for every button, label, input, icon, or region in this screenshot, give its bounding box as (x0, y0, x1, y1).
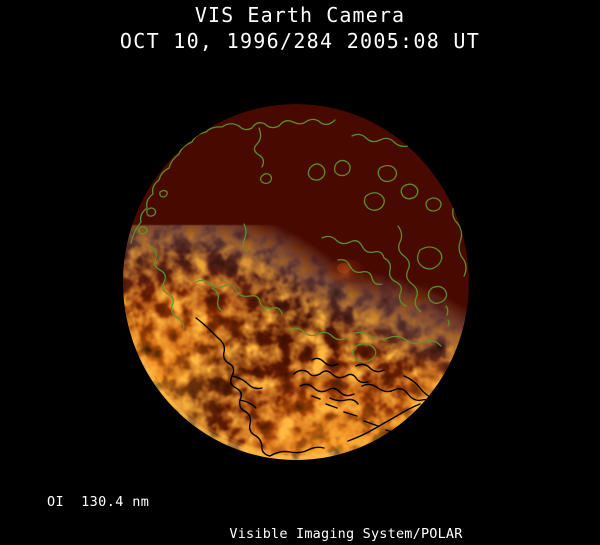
aurora-patch (326, 259, 366, 285)
image-timestamp: OCT 10, 1996/284 2005:08 UT (119, 29, 481, 53)
wavelength-label: OI 130.4 nm (47, 494, 150, 510)
dayglow-crescent (123, 225, 469, 460)
coastlines-night (130, 118, 467, 363)
credit-line-1: Visible Imaging System/POLAR (229, 526, 463, 542)
image-title: VIS Earth Camera (194, 3, 406, 27)
credit-lines: Visible Imaging System/POLAR The Univers… (213, 493, 480, 545)
